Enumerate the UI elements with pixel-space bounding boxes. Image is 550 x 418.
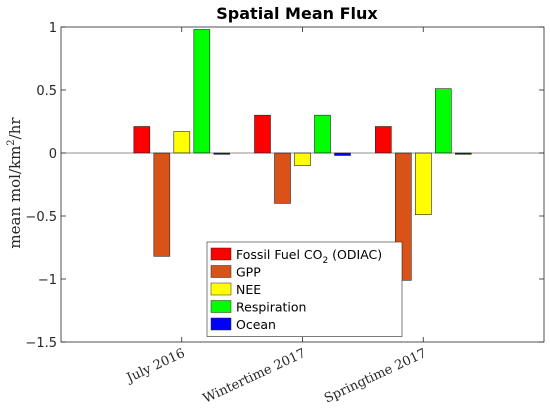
y-tick-label: 0 <box>49 147 57 162</box>
legend-swatch <box>210 317 232 331</box>
chart-title: Spatial Mean Flux <box>216 4 378 23</box>
y-tick-label: −1.5 <box>25 336 57 351</box>
bar <box>173 131 191 154</box>
legend-label: GPP <box>236 265 261 280</box>
legend-box <box>206 241 403 337</box>
x-tick-label: Springtime 2017 <box>322 346 429 406</box>
legend-label: Ocean <box>236 317 276 332</box>
bar <box>193 29 211 154</box>
bar <box>414 152 432 216</box>
y-tick-label: 0.5 <box>36 84 57 99</box>
x-tick-label: Wintertime 2017 <box>201 346 308 407</box>
plot-area: −1.5 −1 −0.5 0 0.5 1 July 2016 Wintertime 2017 S… <box>25 21 545 407</box>
legend-swatch <box>210 265 232 278</box>
bar <box>314 114 331 154</box>
bar <box>374 126 392 154</box>
bar <box>153 152 171 257</box>
legend-label: Respiration <box>236 300 306 315</box>
legend-label: NEE <box>236 282 261 297</box>
x-tick-label: July 2016 <box>123 346 188 387</box>
legend-swatch <box>210 247 232 261</box>
bar <box>294 152 311 166</box>
y-axis-label: mean mol/km2/hr <box>6 117 24 249</box>
legend-label: Fossil Fuel CO2 (ODIAC) <box>236 247 382 266</box>
legend-swatch <box>210 300 232 313</box>
y-tick-label: −0.5 <box>25 210 57 225</box>
bar <box>254 114 271 154</box>
y-tick-label: −1 <box>38 273 57 288</box>
bar <box>434 88 452 154</box>
bar <box>274 152 291 204</box>
bar <box>133 126 151 154</box>
bar <box>334 152 351 156</box>
y-tick-label: 1 <box>49 21 57 36</box>
legend-swatch <box>210 282 232 296</box>
